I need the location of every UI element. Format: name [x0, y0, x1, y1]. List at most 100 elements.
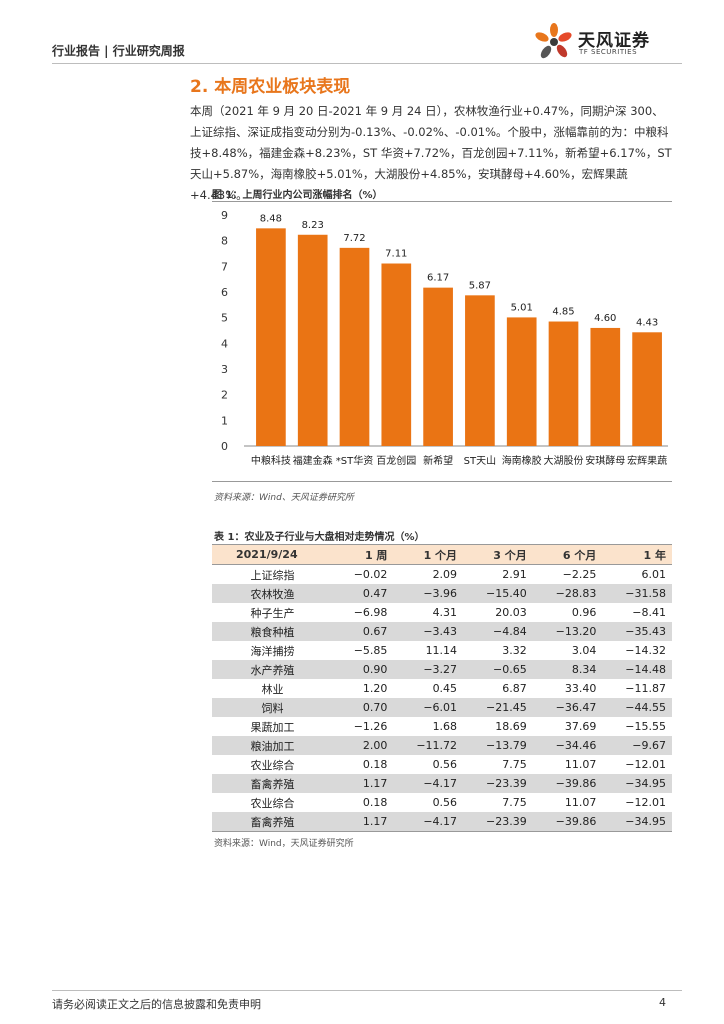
table-row: 农林牧渔 0.47 −3.96 −15.40 −28.83 −31.58 [212, 584, 672, 603]
table-cell: 0.96 [571, 606, 597, 619]
table-cell: −35.43 [602, 622, 672, 641]
table-cell: −23.39 [463, 774, 533, 793]
table-cell: 0.45 [432, 682, 458, 695]
table-cell: 11.07 [564, 796, 597, 809]
logo-subtitle: TF SECURITIES [579, 48, 638, 56]
table-cell: 3.04 [571, 644, 597, 657]
table-cell: 7.75 [502, 796, 527, 809]
table-cell: −44.55 [602, 698, 672, 717]
table-cell: −3.96 [393, 584, 464, 603]
table-cell: −39.86 [532, 774, 603, 793]
x-tick-label: 新希望 [423, 454, 453, 467]
table-row-label: 果蔬加工 [250, 720, 295, 734]
table-row-label: 林业 [261, 682, 284, 696]
x-tick-label: 安琪酵母 [585, 454, 625, 467]
table-header-cell: 3 个月 [463, 544, 533, 565]
x-tick-label: ST天山 [464, 455, 496, 467]
table-header-cell: 6 个月 [532, 544, 603, 565]
table-cell: 0.56 [432, 758, 458, 771]
table-row: 种子生产 −6.98 4.31 20.03 0.96 −8.41 [212, 603, 672, 622]
table-row: 饲料 0.70 −6.01 −21.45 −36.47 −44.55 [212, 698, 672, 717]
table-cell: −6.01 [393, 698, 464, 717]
table-row: 农业综合 0.18 0.56 7.75 11.07 −12.01 [212, 793, 672, 812]
x-tick-label: 大湖股份 [544, 454, 584, 467]
y-tick-label: 2 [221, 389, 228, 402]
table-row-label: 粮油加工 [212, 736, 334, 755]
table-row-label: 农林牧渔 [212, 584, 334, 603]
bar-value-label: 7.72 [343, 233, 365, 244]
table-cell: −1.26 [353, 720, 388, 733]
bar-value-label: 5.01 [511, 302, 533, 313]
table-row: 水产养殖 0.90 −3.27 −0.65 8.34 −14.48 [212, 660, 672, 679]
bar [423, 287, 453, 446]
table-row-label: 水产养殖 [212, 660, 334, 679]
table-cell: 8.34 [532, 660, 603, 679]
table-cell: 37.69 [564, 720, 597, 733]
y-tick-label: 5 [221, 312, 228, 325]
table-cell: −9.67 [602, 736, 672, 755]
logo-name: 天风证券 [578, 31, 650, 51]
table-cell: 2.00 [333, 736, 394, 755]
table-cell: −14.48 [602, 660, 672, 679]
table-cell: −39.86 [532, 812, 603, 832]
bar-value-label: 6.17 [427, 273, 449, 284]
table-cell: 20.03 [495, 606, 527, 619]
page-number: 4 [659, 996, 666, 1009]
bar-chart: 0 1 2 3 4 5 6 7 8 9 8.48 中粮科技 8.23 福建金森 7.72 *ST华资 7.11 百… [221, 209, 668, 467]
table-cell: 2.09 [432, 568, 458, 581]
table-cell: 0.90 [333, 660, 394, 679]
table-header-cell: 2021/9/24 [212, 544, 334, 565]
table-cell: 33.40 [564, 682, 597, 695]
y-tick-label: 3 [221, 363, 228, 376]
section-title: 2. 本周农业板块表现 [190, 77, 351, 97]
report-breadcrumb: 行业报告 | 行业研究周报 [52, 44, 185, 58]
table-cell: −12.01 [625, 758, 666, 771]
table-row-label: 畜禽养殖 [212, 812, 334, 832]
x-tick-label: 百龙创园 [376, 454, 416, 467]
bar [256, 228, 286, 446]
table-cell: 7.75 [502, 758, 527, 771]
table-cell: −11.87 [625, 682, 666, 695]
table-cell: −12.01 [625, 796, 666, 809]
table-cell: −28.83 [532, 584, 603, 603]
table-cell: 0.47 [333, 584, 394, 603]
table-cell: −8.41 [632, 606, 666, 619]
table-row: 海洋捕捞 −5.85 11.14 3.32 3.04 −14.32 [212, 641, 672, 660]
bar [339, 247, 370, 446]
table-cell: 0.18 [362, 796, 388, 809]
table-cell: −13.20 [532, 622, 603, 641]
x-tick-label: 福建金森 [293, 454, 333, 467]
table-cell: 1.20 [362, 682, 388, 695]
table-cell: −0.65 [463, 660, 533, 679]
y-tick-label: 4 [221, 337, 228, 350]
table-cell: −2.25 [562, 568, 597, 581]
table-cell: −15.40 [463, 584, 533, 603]
bar-value-label: 7.11 [385, 249, 407, 260]
table-row: 林业 1.20 0.45 6.87 33.40 −11.87 [212, 679, 672, 698]
table-cell: −13.79 [463, 736, 533, 755]
table-cell: 0.67 [333, 622, 394, 641]
table-row-label: 农业综合 [250, 758, 295, 772]
table-header-cell: 1 个月 [393, 544, 464, 565]
table-row: 上证综指 −0.02 2.09 2.91 −2.25 6.01 [212, 565, 672, 585]
table-cell: 6.87 [502, 682, 527, 695]
bar [465, 295, 495, 446]
intro-paragraph: 本周（2021 年 9 月 20 日-2021 年 9 月 24 日），农林牧渔… [190, 104, 672, 202]
table-cell: 0.18 [362, 758, 388, 771]
table-cell: −14.32 [625, 644, 666, 657]
table-cell: −21.45 [463, 698, 533, 717]
table-row: 畜禽养殖 1.17 −4.17 −23.39 −39.86 −34.95 [212, 812, 672, 832]
footer-divider [52, 990, 682, 991]
table-cell: 18.69 [495, 720, 527, 733]
header-divider [52, 63, 682, 64]
table-row-label: 饲料 [212, 698, 334, 717]
bar [632, 332, 662, 446]
table-header-cell: 1 周 [333, 544, 394, 565]
table-cell: −36.47 [532, 698, 603, 717]
y-tick-label: 6 [221, 286, 228, 299]
table-cell: 1.17 [333, 812, 394, 832]
table-title: 表 1：农业及子行业与大盘相对走势情况（%） [214, 532, 425, 543]
table-row-label: 海洋捕捞 [250, 644, 295, 658]
logo-flower-icon [535, 23, 572, 59]
table-cell: −0.02 [353, 568, 388, 581]
